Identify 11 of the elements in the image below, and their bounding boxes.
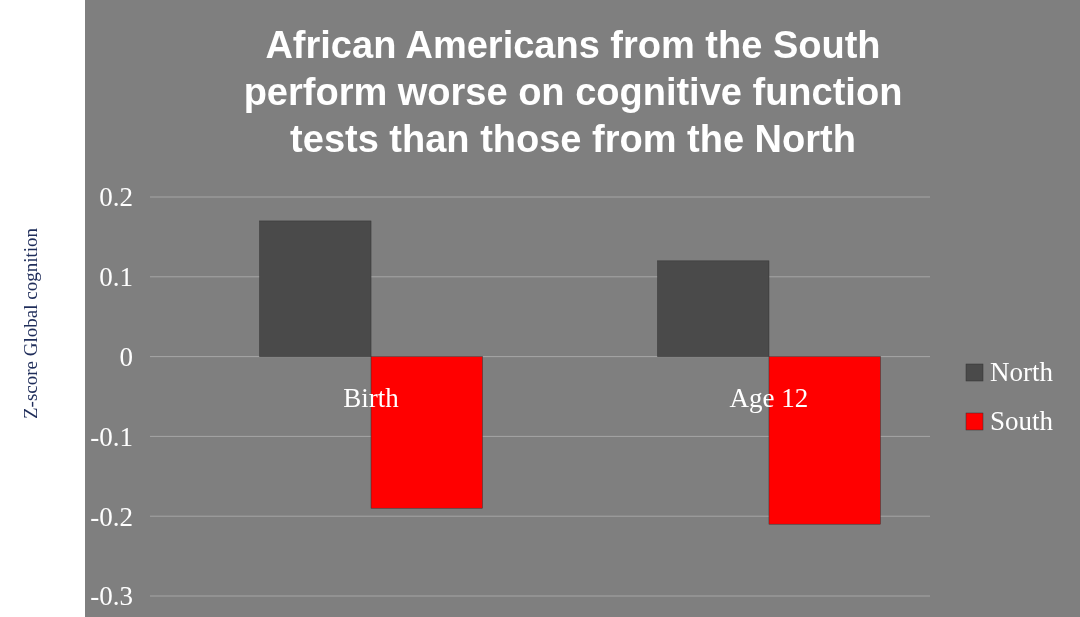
chart-title: African Americans from the South perform worse on cognitive function tests than those from the North bbox=[243, 24, 903, 160]
legend-label: South bbox=[990, 406, 1054, 437]
y-tick-label: -0.3 bbox=[90, 581, 133, 612]
y-tick-label: -0.2 bbox=[90, 501, 133, 532]
y-tick-label: 0 bbox=[119, 342, 133, 373]
x-tick-label: Birth bbox=[343, 382, 400, 413]
y-tick-label: 0.1 bbox=[99, 262, 133, 293]
legend-label: North bbox=[990, 357, 1054, 388]
y-tick-label: 0.2 bbox=[99, 182, 133, 213]
y-tick-label: -0.1 bbox=[90, 421, 133, 452]
y-axis-title: Z-score Global cognition bbox=[20, 227, 41, 420]
